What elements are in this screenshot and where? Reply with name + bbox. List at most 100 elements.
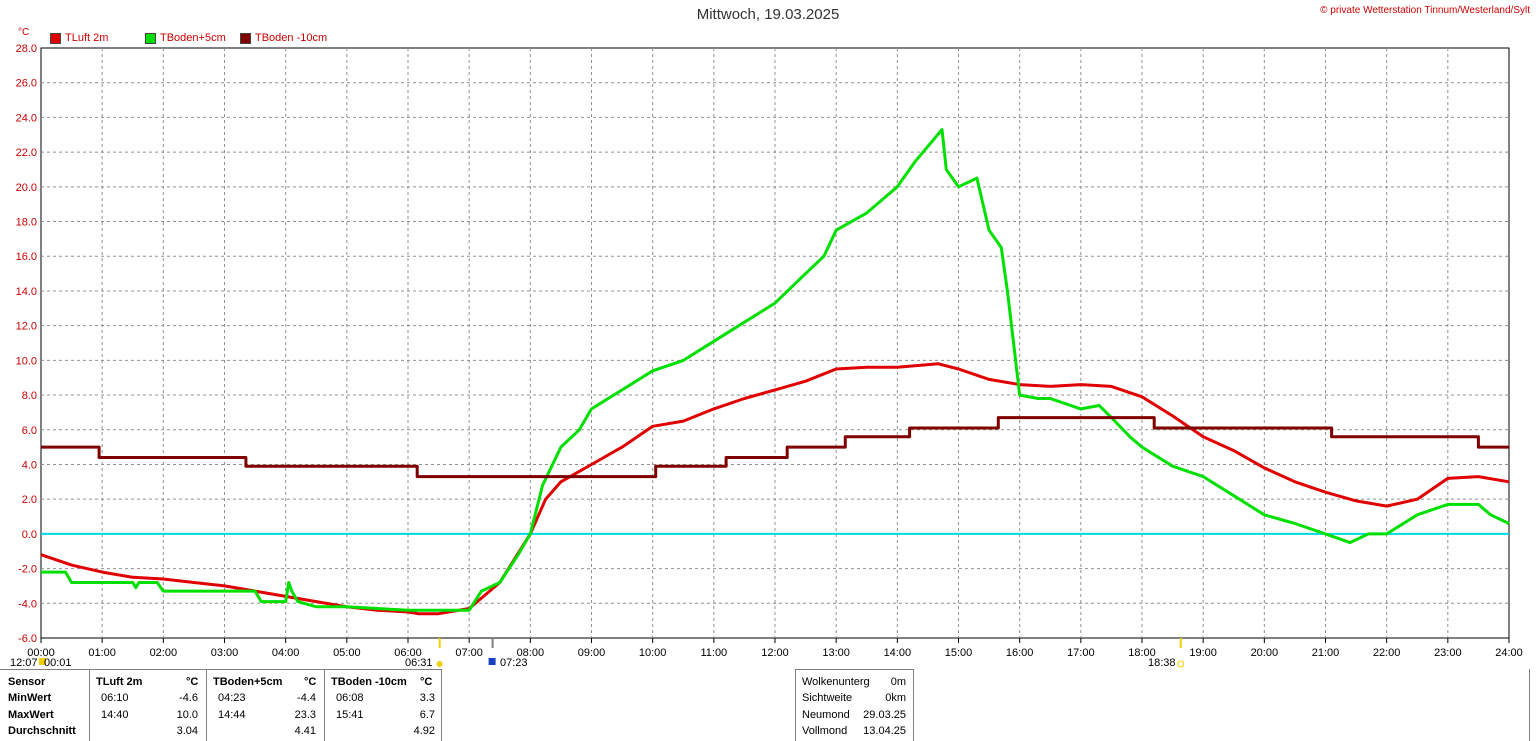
marker-sunset: 18:38 (1148, 657, 1176, 669)
marker-left-time: 12:07 (10, 657, 38, 669)
x-tick-label: 18:00 (1128, 647, 1156, 659)
info-label: Neumond (802, 709, 850, 721)
x-tick-label: 08:00 (517, 647, 545, 659)
series-line-2 (41, 128, 1510, 612)
x-tick-label: 19:00 (1189, 647, 1217, 659)
y-tick-label: 22.0 (16, 147, 37, 159)
y-axis-unit: °C (18, 27, 30, 38)
stats-min-time-tboden5: 04:23 (218, 692, 246, 704)
y-tick-label: 12.0 (16, 321, 37, 333)
stats-max-time-tboden10: 15:41 (336, 709, 364, 721)
stats-min-value-tboden10: 3.3 (419, 692, 435, 704)
stats-avg-value-tluft: 3.04 (176, 725, 198, 737)
marker-moonset: 07:23 (500, 657, 528, 669)
x-tick-label: 16:00 (1006, 647, 1034, 659)
y-tick-label: 18.0 (16, 217, 37, 229)
x-tick-label: 05:00 (333, 647, 361, 659)
x-tick-label: 20:00 (1251, 647, 1279, 659)
stats-max-time-tluft: 14:40 (101, 709, 129, 721)
info-value: 0km (885, 692, 906, 704)
y-tick-label: 10.0 (16, 355, 37, 367)
stats-header-unit1: °C (186, 676, 199, 688)
stats-header-unit3: °C (420, 676, 433, 688)
stats-header-unit2: °C (304, 676, 317, 688)
y-tick-label: -6.0 (18, 633, 37, 645)
y-tick-label: -2.0 (18, 564, 37, 576)
stats-header-sensor: Sensor (8, 676, 46, 688)
stats-header-col1: TLuft 2m (96, 676, 143, 688)
x-tick-label: 03:00 (211, 647, 239, 659)
stats-max-value-tboden10: 6.7 (419, 709, 435, 721)
x-tick-label: 22:00 (1373, 647, 1401, 659)
stats-header-col2: TBoden+5cm (213, 676, 283, 688)
stats-row-label: Durchschnitt (8, 725, 76, 737)
legend-item-tluft: TLuft 2m (50, 32, 108, 44)
y-tick-label: 26.0 (16, 78, 37, 90)
stats-avg-value-tboden10: 4.92 (413, 725, 435, 737)
info-value: 13.04.25 (863, 725, 906, 737)
x-tick-label: 06:00 (394, 647, 422, 659)
stats-min-time-tluft: 06:10 (101, 692, 129, 704)
stats-row-label: MaxWert (8, 709, 54, 721)
y-tick-label: 14.0 (16, 286, 37, 298)
sun-icon (436, 661, 443, 667)
x-tick-label: 15:00 (945, 647, 973, 659)
x-tick-label: 10:00 (639, 647, 667, 659)
y-tick-label: 0.0 (22, 529, 37, 541)
x-tick-label: 04:00 (272, 647, 300, 659)
x-tick-label: 23:00 (1434, 647, 1462, 659)
stats-max-time-tboden5: 14:44 (218, 709, 246, 721)
stats-min-value-tluft: -4.6 (179, 692, 198, 704)
x-tick-label: 12:00 (761, 647, 789, 659)
y-tick-label: 28.0 (16, 43, 37, 55)
moon-icon (488, 658, 496, 665)
legend-label-tboden5: TBoden+5cm (160, 32, 226, 44)
stats-max-value-tboden5: 23.3 (294, 709, 316, 721)
series-line-3 (41, 416, 1509, 479)
info-label: Wolkenunterg (802, 676, 870, 688)
right-divider (1529, 669, 1530, 741)
chart-title: Mittwoch, 19.03.2025 (696, 6, 840, 23)
info-label: Vollmond (802, 725, 848, 737)
x-tick-label: 24:00 (1495, 647, 1523, 659)
y-tick-label: 6.0 (22, 425, 37, 437)
stats-header-col3: TBoden -10cm (331, 676, 407, 688)
y-tick-label: 20.0 (16, 182, 37, 194)
x-tick-label: 17:00 (1067, 647, 1095, 659)
legend-item-tboden10: TBoden -10cm (240, 32, 327, 44)
x-tick-label: 07:00 (455, 647, 483, 659)
x-tick-label: 09:00 (578, 647, 606, 659)
info-label: Sichtweite (802, 692, 853, 704)
info-value: 0m (890, 676, 906, 688)
legend-swatch-tluft (50, 32, 61, 44)
y-tick-label: 8.0 (22, 390, 37, 402)
stats-avg-value-tboden5: 4.41 (294, 725, 316, 737)
marker-left-icon (39, 658, 46, 665)
y-tick-label: 4.0 (22, 459, 37, 471)
y-tick-label: 24.0 (16, 112, 37, 124)
marker-sunrise: 06:31 (405, 657, 433, 669)
x-tick-label: 13:00 (822, 647, 850, 659)
legend-label-tboden10: TBoden -10cm (255, 32, 328, 44)
marker-left-time2: 00:01 (44, 657, 72, 669)
x-tick-label: 00:00 (27, 647, 55, 659)
x-tick-label: 14:00 (884, 647, 912, 659)
y-tick-label: 16.0 (16, 251, 37, 263)
info-value: 29.03.25 (863, 709, 906, 721)
x-tick-label: 11:00 (700, 647, 727, 659)
legend-swatch-tboden5 (145, 32, 156, 44)
x-tick-label: 02:00 (150, 647, 178, 659)
x-tick-label: 01:00 (88, 647, 116, 659)
copyright-text: © private Wetterstation Tinnum/Westerlan… (1320, 5, 1530, 16)
stats-min-time-tboden10: 06:08 (336, 692, 364, 704)
stats-row-label: MinWert (8, 692, 52, 704)
legend-item-tboden5: TBoden+5cm (145, 32, 226, 44)
y-tick-label: 2.0 (22, 494, 37, 506)
legend-swatch-tboden10 (240, 32, 251, 44)
stats-min-value-tboden5: -4.4 (297, 692, 316, 704)
y-tick-label: -4.0 (18, 598, 37, 610)
sunset-icon (1177, 660, 1185, 668)
stats-max-value-tluft: 10.0 (176, 709, 198, 721)
x-tick-label: 21:00 (1312, 647, 1340, 659)
